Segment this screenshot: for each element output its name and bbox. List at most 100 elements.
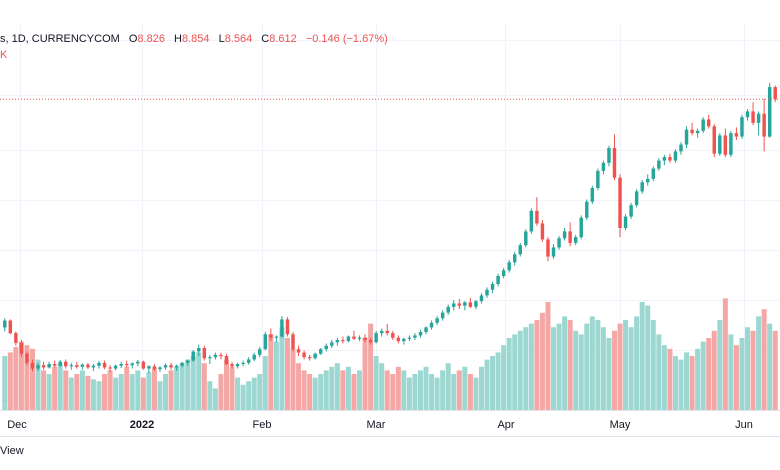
candle-body [47, 364, 51, 368]
candle-body [152, 366, 157, 370]
candle-body [374, 333, 378, 343]
candle-body [690, 129, 694, 134]
candle-body [740, 117, 744, 137]
candle-body [618, 177, 622, 228]
volume-bar [41, 370, 47, 410]
candle-body [590, 188, 595, 202]
volume-bar [246, 381, 252, 410]
candle-body [324, 345, 328, 350]
candle-body [191, 351, 195, 361]
candle-body [197, 348, 201, 352]
volume-bar [700, 341, 706, 410]
volume-bar [312, 377, 318, 410]
volume-bar [174, 366, 180, 410]
volume-bar [567, 320, 573, 410]
volume-bar [340, 370, 346, 410]
volume-bar [440, 370, 446, 410]
volume-bar [562, 316, 568, 410]
candle-body [3, 320, 7, 328]
volume-bar [212, 388, 218, 410]
candle-body [585, 201, 589, 218]
candle-body [147, 366, 151, 369]
candle-body [169, 365, 173, 368]
candle-body [707, 119, 711, 127]
volume-bar [678, 359, 684, 410]
candle-body [424, 327, 428, 332]
volume-bar [345, 366, 351, 410]
candle-body [246, 359, 251, 363]
volume-bar [85, 375, 91, 410]
candle-body [241, 362, 245, 364]
candle-body [773, 87, 777, 100]
candle-body [136, 361, 140, 364]
volume-bar [135, 370, 141, 410]
volume-bar [495, 352, 501, 410]
candle-body [307, 357, 312, 359]
volume-bar [268, 334, 274, 410]
candle-body [185, 360, 190, 363]
volume-bar [611, 330, 617, 410]
volume-bar [617, 323, 623, 410]
volume-bar [146, 372, 152, 410]
candle-body [130, 363, 134, 366]
volume-bar [13, 347, 19, 410]
volume-bar [528, 323, 534, 410]
volume-bar [102, 374, 108, 410]
volume-bar [551, 327, 557, 410]
volume-bar [52, 366, 58, 410]
candle-body [562, 231, 567, 239]
candle-body [58, 361, 62, 366]
volume-bar [589, 316, 595, 410]
candle-body [402, 338, 406, 342]
candle-body [601, 162, 606, 171]
candle-body [723, 135, 728, 155]
volume-bar [634, 316, 640, 410]
volume-bar [401, 370, 407, 410]
candle-body [341, 340, 345, 342]
volume-bar [772, 330, 778, 410]
volume-bar [168, 370, 174, 410]
candle-body [546, 239, 550, 257]
volume-bar [434, 377, 440, 410]
volume-bar [506, 338, 512, 410]
candle-body [524, 231, 528, 246]
candle-body [684, 129, 689, 145]
volume-bar [351, 374, 357, 410]
volume-bar [113, 377, 119, 410]
candle-body [529, 210, 534, 232]
candle-body [474, 301, 478, 307]
time-axis-label: Feb [253, 419, 272, 431]
volume-bar [273, 341, 279, 410]
candle-body [607, 148, 611, 163]
candle-body [330, 342, 334, 346]
ohlc-legend: s, 1D, CURRENCYCOM O8.826 H8.854 L8.564 … [0, 33, 388, 45]
candle-body [729, 133, 733, 155]
volume-bar [384, 370, 390, 410]
candle-body [646, 178, 650, 183]
volume-bar [201, 363, 207, 410]
volume-bar [157, 381, 163, 410]
volume-bar [279, 327, 285, 410]
volume-bar [395, 366, 401, 410]
high-value: 8.854 [181, 33, 210, 45]
symbol-label: s, 1D, CURRENCYCOM [0, 33, 120, 45]
volume-bar [695, 348, 701, 410]
candle-body [701, 119, 705, 131]
candle-body [368, 340, 373, 343]
candle-body [413, 335, 417, 338]
candle-body [391, 333, 395, 338]
volume-bar [140, 377, 146, 410]
candle-body [91, 365, 96, 368]
candle-body [213, 354, 218, 358]
volume-bar [334, 363, 340, 410]
volume-bar [628, 327, 634, 410]
toolbar-strip [0, 0, 780, 24]
candle-body [69, 365, 74, 367]
volume-bar [229, 366, 235, 410]
candle-body [86, 364, 90, 368]
candle-body [280, 319, 284, 337]
candle-body [357, 337, 362, 339]
volume-bar [722, 298, 728, 410]
volume-bar [456, 370, 462, 410]
volume-bar [623, 320, 629, 410]
